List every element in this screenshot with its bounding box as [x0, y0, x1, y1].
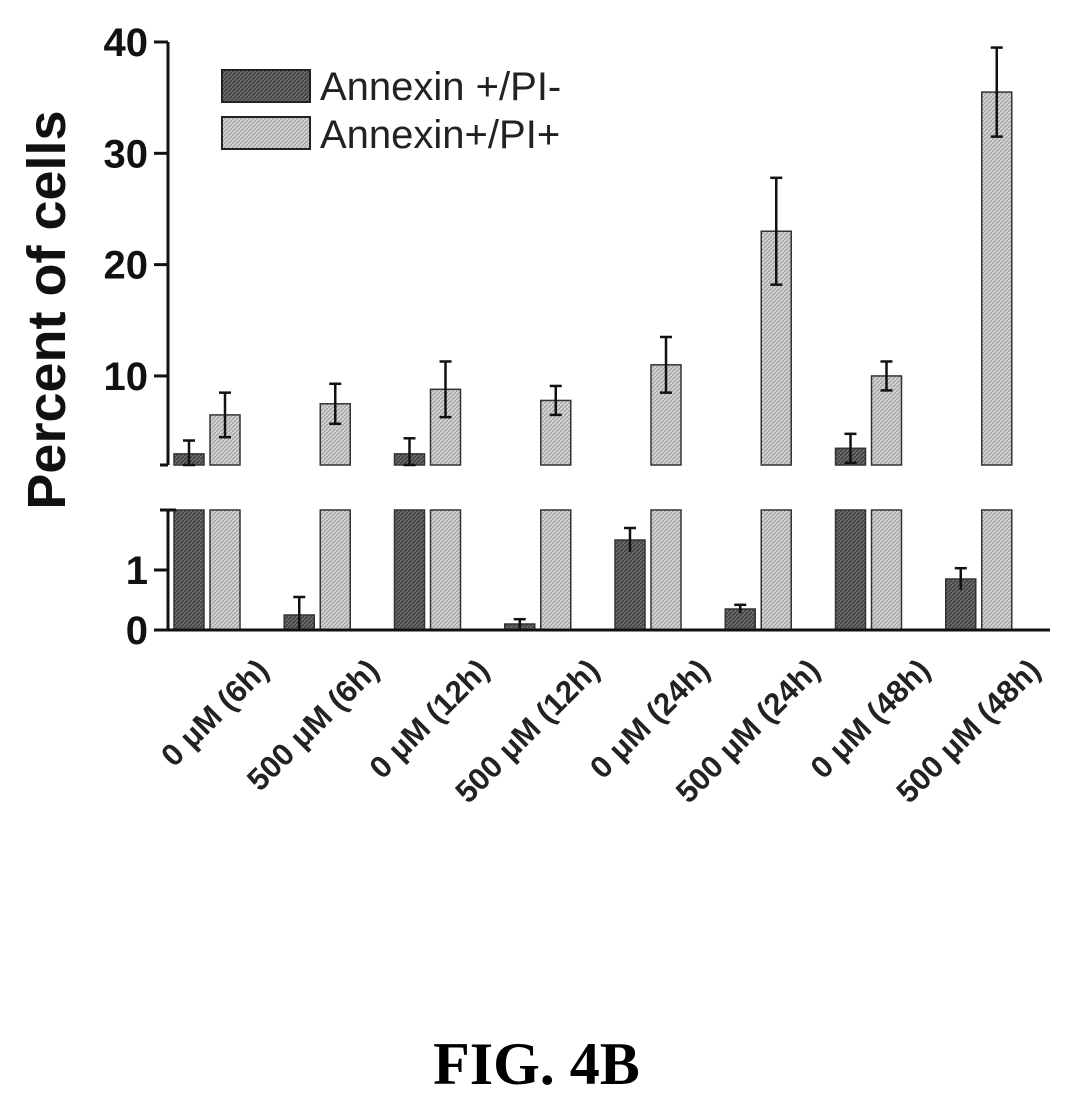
bar-lower-s1-c7 — [981, 509, 1013, 631]
bar-lower-s1-c6 — [870, 509, 903, 631]
y-tick-label-upper-3: 40 — [104, 21, 149, 65]
y-tick-label-upper-2: 30 — [104, 132, 149, 176]
bar-lower-s0-c4 — [614, 539, 646, 631]
bar-lower-s1-c2 — [429, 509, 462, 631]
bar-lower-s1-c4 — [650, 509, 682, 631]
bar-chart: 0 μM (6h)500 μM (6h)0 μM (12h)500 μM (12… — [17, 21, 1050, 810]
legend-swatch-annexin-pi-neg — [221, 69, 311, 103]
bar-lower-s0-c0 — [173, 509, 205, 631]
bar-lower-s0-c2 — [393, 509, 426, 631]
bar-lower-s1-c3 — [540, 509, 572, 631]
y-axis-label: Percent of cells — [17, 110, 77, 509]
bar-upper-s1-c7 — [981, 91, 1013, 466]
y-tick-label-upper-1: 20 — [104, 244, 149, 288]
figure-caption: FIG. 4B — [433, 1031, 640, 1097]
bar-lower-s0-c6 — [834, 509, 867, 631]
bar-lower-s1-c5 — [760, 509, 792, 631]
legend-swatch-annexin-pi-pos — [221, 116, 311, 150]
legend-label-annexin-pi-pos: Annexin+/PI+ — [320, 113, 560, 157]
y-tick-label-upper-0: 10 — [104, 355, 149, 399]
bar-lower-s1-c1 — [319, 509, 351, 631]
bar-lower-s1-c0 — [209, 509, 241, 631]
legend-label-annexin-pi-neg: Annexin +/PI- — [320, 65, 561, 109]
y-tick-label-lower-0: 0 — [126, 609, 148, 653]
y-tick-label-lower-1: 1 — [126, 549, 148, 593]
